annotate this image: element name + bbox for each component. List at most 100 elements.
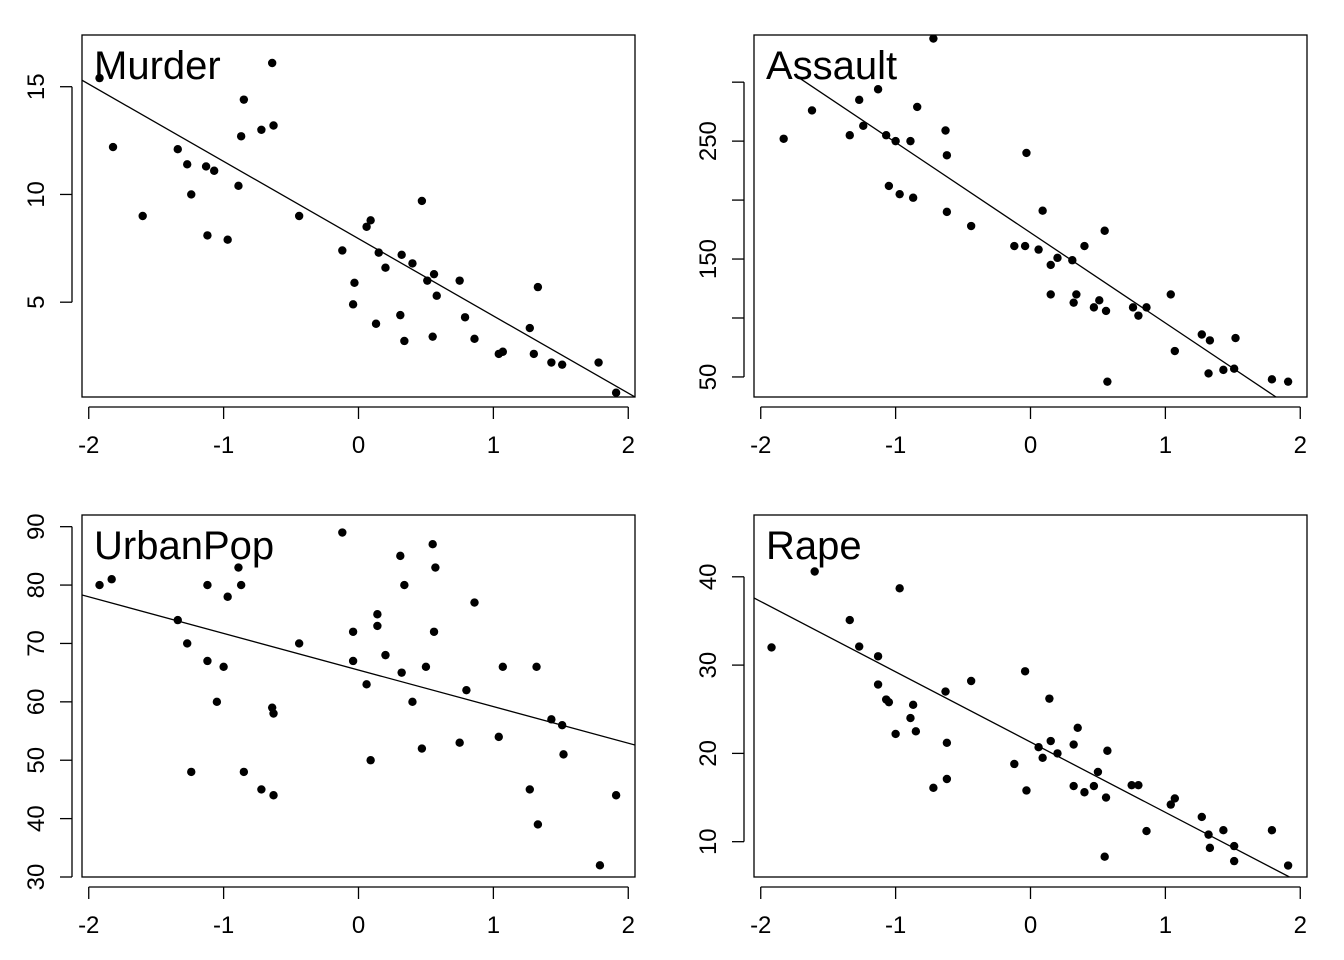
murder-data-point — [525, 323, 534, 333]
assault-data-point — [1101, 306, 1111, 316]
rape-x-tick-label: 2 — [1294, 912, 1307, 939]
murder-x-tick-label: -1 — [213, 432, 234, 459]
urbanpop-y-tick-label: 90 — [23, 513, 50, 540]
urbanpop-data-point — [431, 563, 440, 572]
assault-data-point — [1166, 290, 1175, 299]
murder-data-point — [187, 190, 196, 199]
murder-data-point — [350, 278, 359, 287]
assault-data-point — [1231, 333, 1240, 343]
assault-data-point — [891, 136, 900, 146]
rape-data-point — [767, 643, 776, 652]
urbanpop-data-point — [429, 627, 439, 636]
urbanpop-x-tick-label: 0 — [352, 912, 365, 939]
assault-y-tick-label: 50 — [695, 364, 722, 391]
urbanpop-data-point — [494, 732, 503, 742]
murder-data-point — [455, 276, 464, 285]
urbanpop-x-tick-label: 1 — [487, 912, 500, 939]
assault-x-tick-label: 1 — [1159, 432, 1172, 459]
assault-data-point — [1283, 377, 1293, 386]
rape-data-point — [1069, 781, 1078, 791]
murder-data-point — [138, 211, 147, 221]
rape-data-point — [1046, 736, 1055, 746]
murder-data-point — [432, 291, 441, 300]
urbanpop-data-point — [557, 720, 567, 730]
rape-data-point — [1197, 812, 1206, 822]
assault-data-point — [1100, 226, 1109, 235]
murder-data-point — [397, 250, 406, 259]
rape-data-point — [1229, 856, 1239, 866]
urbanpop-x-tick-label: -2 — [78, 912, 99, 939]
urbanpop-data-point — [397, 668, 406, 677]
murder-data-point — [594, 358, 603, 367]
urbanpop-panel: -2 -1 0 1 2 30 40 50 60 70 80 90 UrbanPop — [23, 513, 636, 939]
murder-data-point — [108, 142, 118, 152]
assault-data-point — [1142, 303, 1151, 312]
assault-data-point — [941, 126, 950, 135]
urbanpop-data-point — [559, 750, 568, 759]
assault-data-point — [1046, 290, 1055, 299]
urbanpop-data-point — [294, 639, 304, 648]
assault-x-tick-label: -1 — [885, 432, 906, 459]
rape-data-point — [1205, 843, 1215, 853]
murder-data-point — [236, 132, 246, 141]
assault-data-point — [1219, 365, 1228, 375]
rape-data-point — [929, 783, 938, 793]
urbanpop-y-tick-label: 50 — [23, 747, 50, 774]
rape-y-tick-label: 20 — [695, 740, 722, 767]
urbanpop-plot-frame — [81, 514, 636, 878]
murder-data-point — [470, 334, 479, 344]
assault-data-point — [1010, 241, 1019, 251]
urbanpop-data-point — [173, 615, 182, 625]
murder-data-point — [173, 145, 182, 154]
murder-data-point — [611, 388, 621, 397]
assault-data-point — [1080, 241, 1089, 251]
urbanpop-data-point — [203, 580, 212, 590]
urbanpop-data-point — [462, 685, 471, 695]
assault-data-point — [906, 136, 915, 146]
rape-y-tick-label: 10 — [695, 828, 722, 855]
assault-data-point — [779, 134, 788, 143]
murder-data-point — [547, 358, 556, 367]
assault-y-tick-label: 250 — [695, 121, 722, 161]
murder-data-point — [533, 282, 543, 292]
urbanpop-y-tick-label: 30 — [23, 864, 50, 891]
rape-data-point — [1267, 826, 1277, 835]
murder-data-point — [417, 196, 427, 206]
urbanpop-panel-title: UrbanPop — [94, 524, 274, 568]
assault-data-point — [966, 221, 976, 231]
murder-data-point — [400, 336, 409, 346]
assault-data-point — [1103, 377, 1112, 386]
urbanpop-data-point — [269, 791, 278, 800]
assault-x-tick-label: 2 — [1294, 432, 1307, 459]
rape-data-point — [1045, 694, 1054, 703]
rape-data-point — [1134, 780, 1143, 790]
urbanpop-data-point — [532, 662, 541, 672]
rape-x-tick-label: -1 — [885, 912, 906, 939]
murder-data-point — [396, 310, 405, 320]
murder-data-point — [234, 181, 243, 191]
murder-data-point — [95, 73, 104, 83]
murder-data-point — [223, 235, 232, 244]
rape-data-point — [1204, 830, 1213, 839]
murder-data-point — [348, 300, 358, 309]
assault-data-point — [1038, 206, 1047, 215]
urbanpop-data-point — [239, 767, 249, 777]
murder-data-point — [239, 95, 249, 104]
murder-data-point — [460, 313, 470, 322]
murder-data-point — [366, 216, 375, 225]
rape-data-point — [895, 584, 904, 593]
rape-plot-frame — [753, 514, 1308, 878]
rape-data-point — [855, 642, 864, 651]
rape-data-point — [1219, 826, 1228, 835]
murder-data-point — [269, 121, 278, 130]
urbanpop-data-point — [223, 592, 232, 601]
assault-data-point — [1095, 296, 1104, 305]
rape-data-point — [1093, 767, 1103, 777]
urbanpop-data-point — [421, 662, 431, 672]
murder-data-point — [371, 319, 381, 328]
murder-x-tick-label: 2 — [622, 432, 635, 459]
murder-data-point — [294, 211, 304, 221]
rape-y-tick-label: 30 — [695, 652, 722, 679]
murder-panel-title: Murder — [94, 44, 221, 88]
